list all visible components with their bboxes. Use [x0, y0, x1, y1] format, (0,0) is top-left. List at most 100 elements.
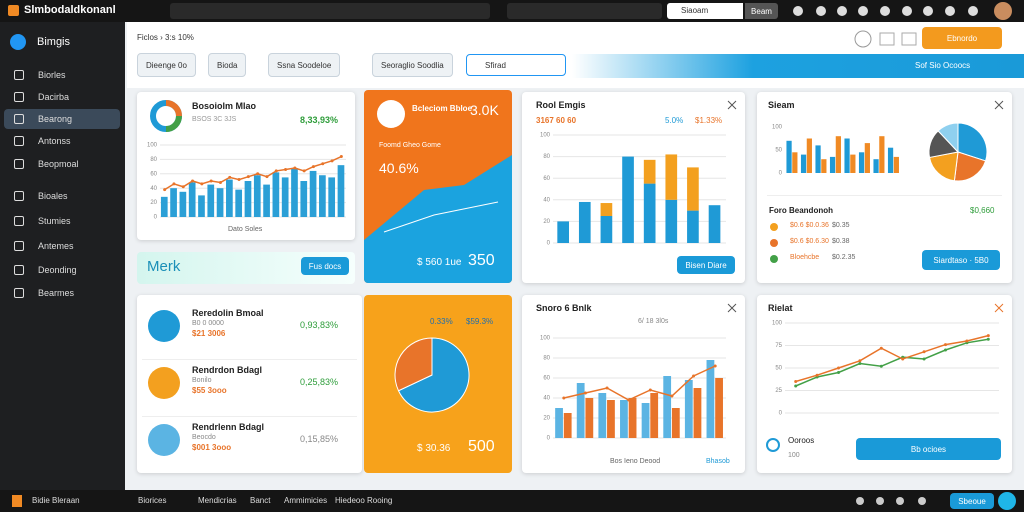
dropdown[interactable]: Sfirad	[466, 54, 566, 76]
point	[879, 346, 883, 350]
close-icon[interactable]	[993, 302, 1005, 314]
bottom-item: Banct	[250, 496, 271, 505]
sidebar-item[interactable]: Antonss	[4, 131, 120, 151]
list-title: Foro Beandonoh	[769, 206, 833, 215]
card-title: Sieam	[768, 100, 795, 110]
bar	[188, 182, 196, 217]
divider	[142, 359, 357, 360]
sidebar-item[interactable]: Bearong	[4, 109, 120, 129]
search-bar[interactable]	[170, 3, 490, 19]
point	[944, 348, 947, 352]
y-tick-label: 75	[775, 343, 782, 349]
card-button[interactable]: Siardtaso · 5B0	[922, 250, 1000, 270]
y-tick-label: 50	[775, 366, 782, 372]
point	[901, 357, 905, 361]
revenue-chart: 0 20 40 60 80 100	[540, 133, 726, 247]
sidebar-item[interactable]: Beopmoal	[4, 154, 120, 174]
sidebar-item[interactable]: Bearmes	[4, 283, 120, 303]
avatar	[377, 100, 405, 128]
card-title: Snoro 6 Bnlk	[536, 303, 592, 313]
share-stat: $59.3%	[466, 317, 494, 326]
point	[274, 169, 278, 173]
progress-label: Ooroos	[788, 436, 815, 445]
pie-slice	[928, 151, 959, 182]
search-field[interactable]: Siaoam	[667, 3, 743, 19]
bottom-item: Biorices	[138, 496, 167, 505]
sidebar-item[interactable]: Deonding	[4, 260, 120, 280]
card-button[interactable]: Bisen Diare	[677, 256, 735, 274]
point	[986, 337, 990, 341]
card-subtitle: BSOS 3C 3JS	[192, 116, 237, 123]
sidebar-item[interactable]: Bioales	[4, 186, 120, 206]
point	[837, 366, 840, 370]
person-amount: $55 3ooo	[192, 386, 227, 395]
promo-value: 3.0K	[470, 102, 499, 118]
sidebar-logo	[10, 34, 26, 50]
avatar	[148, 424, 180, 456]
y-tick-label: 60	[543, 376, 550, 382]
sidebar-label: Antemes	[38, 241, 74, 251]
bar	[844, 138, 850, 173]
bar	[598, 393, 607, 438]
close-icon[interactable]	[726, 302, 738, 314]
line	[164, 155, 342, 191]
point	[302, 169, 306, 173]
row-value: $0.38	[832, 238, 850, 245]
header-icons	[854, 30, 917, 48]
sidebar-item[interactable]: Stumies	[4, 211, 120, 231]
bar	[600, 203, 613, 216]
point	[922, 350, 926, 354]
bar	[671, 408, 680, 438]
bar	[272, 172, 280, 217]
traffic-chart: 0 20 40 60 80 100	[147, 143, 346, 221]
close-icon[interactable]	[993, 99, 1005, 111]
filter-button[interactable]: Bioda	[208, 53, 247, 77]
banner-button[interactable]: Fus docs	[301, 257, 349, 275]
filter-button[interactable]: Dieenge 0o	[137, 53, 196, 77]
bar	[864, 143, 870, 173]
bar	[835, 136, 841, 173]
header-button[interactable]: Ebnordo	[922, 27, 1002, 49]
stat: 5.0%	[665, 116, 684, 125]
summary-chart: 0 50 100	[772, 125, 899, 177]
point	[181, 185, 185, 189]
pie-slice	[957, 122, 988, 162]
sidebar-item[interactable]: Biorles	[4, 65, 120, 85]
bar	[226, 179, 233, 217]
search-button[interactable]: Beam	[745, 3, 778, 19]
share-pie	[394, 337, 470, 413]
y-tick-label: 100	[540, 336, 551, 342]
bar	[328, 177, 336, 217]
filter-button[interactable]: Seoraglio Soodlia	[372, 53, 453, 77]
sales-chart: 0 20 40 60 80 100	[540, 336, 726, 442]
bar	[887, 147, 894, 173]
address-bar[interactable]	[507, 3, 662, 19]
bar	[850, 154, 856, 173]
person-name: Rendrlenn Bdagl	[192, 422, 265, 432]
sidebar-item[interactable]: Antemes	[4, 236, 120, 256]
chart-link[interactable]: Bhasob	[706, 458, 730, 465]
close-icon[interactable]	[726, 99, 738, 111]
sidebar-label: Deonding	[38, 265, 77, 275]
person-sub: Beocdo	[192, 434, 216, 441]
bar	[281, 177, 289, 217]
bar	[665, 199, 678, 243]
bottom-button[interactable]: Sbeoue	[950, 493, 994, 509]
card-button[interactable]: Bb ocioes	[856, 438, 1001, 460]
sidebar-label: Bearong	[38, 114, 73, 124]
bar	[291, 168, 298, 217]
line	[563, 365, 716, 401]
filter-button[interactable]: Ssna Soodeloe	[268, 53, 341, 77]
sidebar-item[interactable]: Dacirba	[4, 87, 120, 107]
pie-slice	[394, 337, 433, 392]
bar	[687, 210, 699, 243]
promo-shape	[364, 155, 512, 283]
y-tick-label: 20	[543, 219, 550, 225]
sidebar-label: Antonss	[38, 136, 71, 146]
point	[293, 166, 297, 170]
row-icon	[770, 223, 778, 231]
point	[879, 364, 883, 368]
promo-total: $ 560 1ue	[417, 257, 462, 268]
y-tick-label: 0	[547, 436, 551, 442]
bar	[873, 159, 879, 173]
